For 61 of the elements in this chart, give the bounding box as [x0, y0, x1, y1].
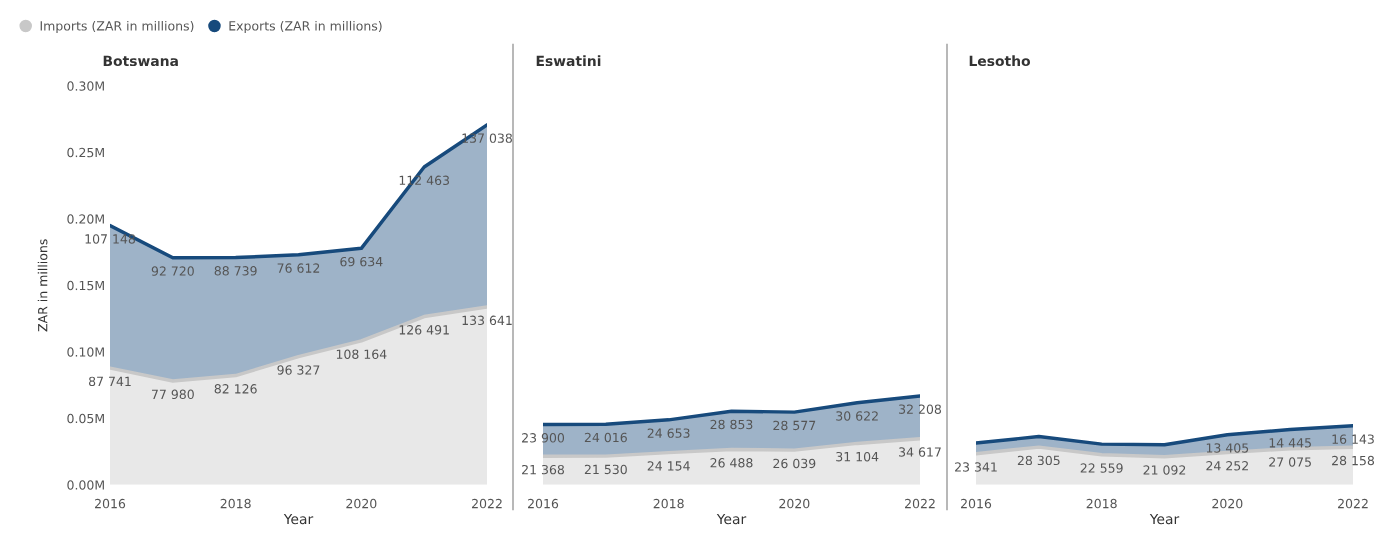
- data-label: 34 617: [899, 447, 941, 457]
- data-label: 23 341: [955, 462, 997, 472]
- data-label: 30 622: [836, 411, 878, 421]
- data-label: 21 530: [584, 464, 627, 475]
- data-label: 24 154: [647, 461, 690, 471]
- x-tick-label: 2022: [472, 498, 502, 509]
- data-label: 107 148: [85, 234, 135, 244]
- data-label: 24 653: [647, 428, 690, 438]
- data-label: 27 075: [1269, 457, 1311, 467]
- x-tick-label: 2022: [905, 498, 935, 509]
- x-tick-label: 2016: [961, 498, 992, 509]
- data-label: 31 104: [836, 451, 879, 462]
- y-axis-title: ZAR in millions: [37, 239, 48, 332]
- data-label: 24 252: [1206, 461, 1248, 471]
- data-label: 26 488: [710, 458, 753, 468]
- x-tick-label: 2018: [653, 498, 684, 509]
- chart-title: Eswatini: [536, 55, 601, 67]
- data-label: 96 327: [277, 365, 320, 375]
- data-label: 28 305: [1017, 455, 1060, 466]
- y-tick-label: 0.00M: [67, 480, 104, 490]
- x-tick-label: 2018: [1086, 498, 1117, 509]
- x-tick-label: 2020: [346, 498, 377, 509]
- y-tick-label: 0.15M: [67, 280, 104, 291]
- y-tick-label: 0.30M: [67, 81, 104, 91]
- x-tick-label: 2020: [1212, 498, 1243, 509]
- y-tick-label: 0.10M: [67, 347, 104, 357]
- data-label: 88 739: [214, 266, 257, 276]
- x-tick-label: 2016: [528, 498, 559, 509]
- data-label: 82 126: [214, 384, 257, 394]
- x-tick-label: 2016: [95, 498, 126, 509]
- data-label: 87 741: [88, 376, 131, 387]
- legend-label: Imports (ZAR in millions): [40, 20, 194, 33]
- data-label: 77 980: [151, 389, 194, 400]
- data-label: 26 039: [773, 458, 816, 469]
- x-axis-title: Year: [283, 513, 314, 525]
- data-label: 24 016: [584, 432, 627, 443]
- y-tick-label: 0.25M: [67, 147, 104, 158]
- data-label: 126 491: [399, 325, 449, 335]
- data-label: 28 158: [1332, 455, 1375, 466]
- data-label: 69 634: [340, 256, 383, 267]
- x-tick-label: 2022: [1338, 498, 1368, 509]
- legend-label: Exports (ZAR in millions): [229, 20, 382, 33]
- x-axis-title: Year: [716, 513, 747, 525]
- data-label: 108 164: [336, 349, 387, 359]
- data-label: 14 445: [1269, 438, 1311, 448]
- data-label: 22 559: [1080, 463, 1123, 473]
- data-label: 28 853: [710, 419, 753, 430]
- chart-title: Lesotho: [969, 55, 1031, 67]
- data-label: 21 368: [522, 464, 565, 475]
- x-tick-label: 2020: [779, 498, 810, 509]
- data-label: 21 092: [1143, 465, 1186, 475]
- y-tick-label: 0.20M: [67, 214, 104, 224]
- y-tick-label: 0.05M: [67, 413, 104, 424]
- x-tick-label: 2018: [220, 498, 251, 509]
- data-label: 13 405: [1206, 443, 1249, 453]
- data-label: 92 720: [151, 266, 194, 276]
- data-label: 133 641: [462, 315, 512, 326]
- data-label: 76 612: [277, 263, 320, 273]
- chart-title: Botswana: [103, 55, 178, 67]
- data-label: 28 577: [773, 420, 816, 431]
- x-axis-title: Year: [1149, 513, 1180, 525]
